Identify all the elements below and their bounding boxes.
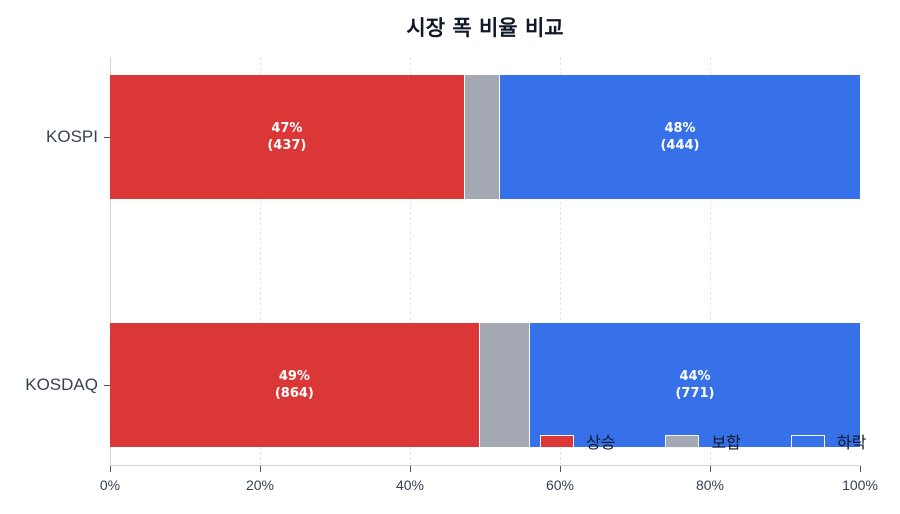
y-label-kospi: KOSPI bbox=[46, 127, 98, 146]
gridline-40 bbox=[410, 57, 411, 465]
legend-swatch-down bbox=[790, 434, 825, 448]
legend-label-flat: 보합 bbox=[711, 433, 741, 452]
y-tick-kosdaq bbox=[104, 385, 110, 386]
bar-kosdaq: 49% (864) 44% (771) bbox=[110, 323, 860, 447]
x-axis-line bbox=[110, 465, 861, 466]
legend-swatch-up bbox=[540, 434, 574, 448]
x-tick-label-60: 60% bbox=[545, 477, 575, 493]
pct-label: 48% bbox=[664, 121, 696, 136]
pct-label: 49% bbox=[278, 369, 310, 384]
bar-kospi: 47% (437) 48% (444) bbox=[110, 75, 860, 199]
pct-label: 47% bbox=[271, 121, 303, 136]
count-label: (771) bbox=[675, 386, 715, 401]
legend-item-down[interactable]: 하락 bbox=[790, 429, 867, 453]
segment-kospi-down[interactable]: 48% (444) bbox=[500, 75, 860, 199]
x-tick-label-40: 40% bbox=[395, 477, 425, 493]
gridline-60 bbox=[560, 57, 561, 465]
segment-kospi-flat[interactable] bbox=[464, 75, 500, 199]
x-tick-0 bbox=[110, 466, 111, 472]
count-label: (444) bbox=[660, 138, 700, 153]
legend-item-flat[interactable]: 보합 bbox=[665, 429, 741, 453]
segment-label: 49% (864) bbox=[110, 368, 479, 402]
gridline-80 bbox=[710, 57, 711, 465]
x-tick-100 bbox=[860, 466, 861, 472]
segment-label: 47% (437) bbox=[110, 120, 464, 154]
x-tick-label-0: 0% bbox=[99, 477, 121, 493]
legend-label-down: 하락 bbox=[836, 433, 867, 452]
x-tick-label-80: 80% bbox=[695, 477, 725, 493]
segment-kosdaq-up[interactable]: 49% (864) bbox=[110, 323, 480, 447]
x-tick-label-20: 20% bbox=[245, 477, 275, 493]
y-label-kosdaq: KOSDAQ bbox=[25, 375, 98, 394]
legend-label-up: 상승 bbox=[586, 433, 616, 452]
legend-item-up[interactable]: 상승 bbox=[540, 429, 615, 453]
segment-kospi-up[interactable]: 47% (437) bbox=[110, 75, 465, 199]
y-tick-kospi bbox=[104, 137, 110, 138]
count-label: (864) bbox=[274, 386, 314, 401]
x-tick-20 bbox=[260, 466, 261, 472]
count-label: (437) bbox=[267, 138, 307, 153]
segment-label: 44% (771) bbox=[530, 368, 860, 402]
x-tick-60 bbox=[560, 466, 561, 472]
chart-title: 시장 폭 비율 비교 bbox=[406, 16, 564, 40]
legend-swatch-flat bbox=[665, 434, 700, 448]
segment-label: 48% (444) bbox=[500, 120, 860, 154]
y-axis-line bbox=[110, 57, 111, 465]
segment-kosdaq-flat[interactable] bbox=[479, 323, 530, 447]
gridline-20 bbox=[260, 57, 261, 465]
x-tick-label-100: 100% bbox=[842, 477, 878, 493]
segment-kosdaq-down[interactable]: 44% (771) bbox=[530, 323, 860, 447]
x-tick-80 bbox=[710, 466, 711, 472]
pct-label: 44% bbox=[679, 369, 711, 384]
legend: 상승 보합 하락 bbox=[540, 429, 888, 453]
x-tick-40 bbox=[410, 466, 411, 472]
